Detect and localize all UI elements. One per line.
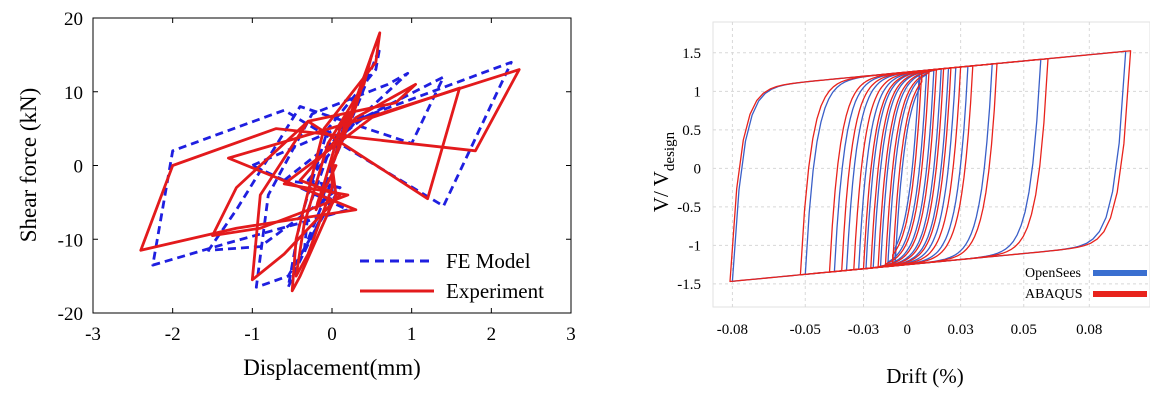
right-y-tick-label: 1.5 xyxy=(682,46,701,62)
right-legend-abaqus-label: ABAQUS xyxy=(1025,287,1083,302)
left-x-tick-label: 3 xyxy=(566,324,576,345)
right-y-tick-label: 0 xyxy=(694,161,702,177)
left-y-tick-label: -20 xyxy=(58,304,83,325)
left-y-tick-label: 0 xyxy=(74,157,84,178)
right-y-tick-labels: 1.5 1 0.5 0 -0.5 -1 -1.5 xyxy=(677,46,701,293)
right-x-axis-label: Drift (%) xyxy=(886,364,964,388)
left-y-axis-label: Shear force (kN) xyxy=(16,88,41,243)
right-x-tick-label: 0.05 xyxy=(1011,322,1037,338)
left-hysteresis-loop xyxy=(139,68,521,252)
left-y-tick-label: -10 xyxy=(58,230,83,251)
right-y-tick-label: -1.5 xyxy=(677,277,701,293)
left-legend-exp-label: Experiment xyxy=(446,279,544,303)
right-legend-opensees-swatch xyxy=(1093,270,1147,276)
left-x-tick-label: -2 xyxy=(165,324,181,345)
right-grid xyxy=(713,22,1150,307)
left-hysteresis-loop xyxy=(290,31,382,293)
right-y-axis-label-sub: design xyxy=(662,131,678,171)
left-x-tick-label: 1 xyxy=(407,324,417,345)
right-y-axis-label: V/ Vdesign xyxy=(649,131,678,212)
right-y-tick-label: -0.5 xyxy=(677,200,701,216)
left-y-tick-labels: 20 10 0 -10 -20 xyxy=(58,9,83,325)
left-hysteresis-loop xyxy=(254,71,410,289)
right-plot-area xyxy=(712,21,1150,308)
left-x-tick-label: -1 xyxy=(244,324,260,345)
left-legend: FE Model Experiment xyxy=(360,249,544,303)
right-y-tick-label: 1 xyxy=(694,84,702,100)
left-x-tick-label: 2 xyxy=(487,324,497,345)
right-x-tick-label: -0.03 xyxy=(848,322,879,338)
left-axis-ticks xyxy=(92,17,572,314)
chart-right: -0.08 -0.05 -0.03 0 0.03 0.05 0.08 1.510.50-0.… xyxy=(649,21,1150,388)
right-y-tick-label: -1 xyxy=(689,238,702,254)
left-hysteresis-loop xyxy=(286,46,382,289)
left-y-tick-label: 20 xyxy=(64,9,83,30)
left-x-tick-labels: -3 -2 -1 0 1 2 3 xyxy=(85,324,576,345)
left-x-axis-label: Displacement(mm) xyxy=(243,355,421,380)
left-x-tick-label: 0 xyxy=(327,324,337,345)
left-series-experiment xyxy=(139,31,521,293)
right-x-tick-labels: -0.08 -0.05 -0.03 0 0.03 0.05 0.08 xyxy=(717,322,1103,338)
left-hysteresis-loop xyxy=(250,83,417,282)
right-series-abaqus xyxy=(729,50,1132,283)
right-x-tick-label: 0.08 xyxy=(1076,322,1102,338)
right-hysteresis-loop xyxy=(729,50,1132,283)
right-x-tick-label: -0.05 xyxy=(790,322,821,338)
left-y-tick-label: 10 xyxy=(64,83,83,104)
right-y-axis-label-main: V/ V xyxy=(649,171,673,212)
left-hysteresis-loop xyxy=(151,60,513,267)
left-hysteresis-loop xyxy=(302,75,366,256)
right-legend-abaqus-swatch xyxy=(1093,291,1147,297)
right-x-tick-label: 0.03 xyxy=(948,322,974,338)
left-x-tick-label: -3 xyxy=(85,324,101,345)
right-y-tick-label: 0.5 xyxy=(682,123,701,139)
right-x-tick-label: 0 xyxy=(903,322,911,338)
right-legend: OpenSees ABAQUS xyxy=(1025,266,1147,302)
right-x-tick-label: -0.08 xyxy=(717,322,748,338)
right-legend-opensees-label: OpenSees xyxy=(1025,266,1081,281)
left-legend-fe-label: FE Model xyxy=(446,249,531,273)
